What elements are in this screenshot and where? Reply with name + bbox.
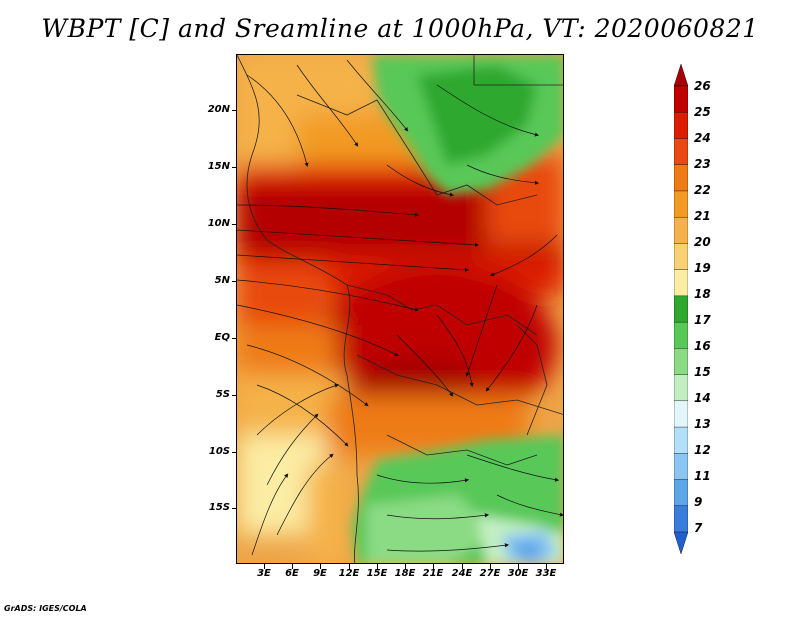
colorbar-label: 24 [694, 131, 711, 145]
colorbar-segment [673, 243, 689, 271]
streamlines [237, 59, 563, 556]
lat-label: 15S [208, 502, 230, 513]
colorbar-label: 25 [694, 105, 711, 119]
lon-label: 9E [313, 568, 327, 579]
lon-tick [518, 564, 519, 569]
lat-tick [232, 338, 237, 339]
lat-tick [232, 281, 237, 282]
colorbar-label: 18 [694, 287, 711, 301]
footer-credit: GrADS: IGES/COLA [4, 604, 87, 613]
lon-tick [264, 564, 265, 569]
colorbar-label: 15 [694, 365, 711, 379]
lat-label: 15N [207, 161, 230, 172]
colorbar-segment [673, 112, 689, 140]
colorbar-segment [673, 321, 689, 350]
colorbar-segment [673, 138, 689, 166]
lat-tick [232, 110, 237, 111]
colorbar-label: 21 [694, 209, 711, 223]
lon-label: 30E [507, 568, 529, 579]
colorbar-segment [673, 216, 689, 245]
colorbar-label: 16 [694, 339, 711, 353]
chart-title: WBPT [C] and Sreamline at 1000hPa, VT: 2… [41, 14, 759, 43]
lat-label: 5N [214, 275, 230, 286]
lon-tick [377, 564, 378, 569]
colorbar-segment [673, 453, 689, 481]
lat-tick [232, 395, 237, 396]
lon-tick [292, 564, 293, 569]
colorbar-label: 20 [694, 235, 711, 249]
colorbar-label: 23 [694, 157, 711, 171]
colorbar-label: 14 [694, 391, 711, 405]
colorbar-segment [673, 85, 689, 113]
colorbar-segment [673, 63, 689, 87]
wbpt-map [236, 54, 564, 564]
colorbar-label: 13 [694, 417, 711, 431]
lat-label: 5S [215, 389, 230, 400]
colorbar-label: 26 [694, 79, 711, 93]
lon-label: 3E [257, 568, 271, 579]
colorbar-label: 17 [694, 313, 711, 327]
lat-label: 20N [207, 104, 230, 115]
colorbar-label: 7 [694, 521, 703, 535]
colorbar-label: 22 [694, 183, 711, 197]
colorbar-label: 19 [694, 261, 711, 275]
colorbar-label: 11 [694, 469, 711, 483]
lon-tick [490, 564, 491, 569]
lon-label: 12E [338, 568, 360, 579]
colorbar [673, 63, 689, 555]
colorbar-segment [673, 400, 689, 428]
lon-label: 24E [451, 568, 473, 579]
lat-tick [232, 167, 237, 168]
temperature-field [237, 55, 563, 563]
coastlines-borders [237, 55, 563, 563]
lon-label: 33E [535, 568, 557, 579]
lon-tick [462, 564, 463, 569]
lat-label: 10N [207, 218, 230, 229]
lon-tick [433, 564, 434, 569]
lon-label: 18E [394, 568, 416, 579]
green-zones [352, 55, 563, 563]
lon-label: 6E [285, 568, 299, 579]
colorbar-svg [673, 63, 689, 555]
colorbar-segment [673, 348, 689, 376]
lon-label: 21E [422, 568, 444, 579]
lat-tick [232, 508, 237, 509]
lon-tick [546, 564, 547, 569]
colorbar-segment [673, 164, 689, 192]
lat-tick [232, 452, 237, 453]
lat-label: EQ [214, 332, 230, 343]
colorbar-segment [673, 479, 689, 507]
lon-tick [349, 564, 350, 569]
colorbar-segment [673, 374, 689, 402]
colorbar-segment [673, 295, 689, 323]
colorbar-segment [673, 426, 689, 454]
colorbar-segment [673, 190, 689, 218]
lon-label: 27E [479, 568, 501, 579]
colorbar-segment [673, 269, 689, 297]
colorbar-label: 9 [694, 495, 703, 509]
colorbar-label: 12 [694, 443, 711, 457]
lon-tick [320, 564, 321, 569]
lon-label: 15E [366, 568, 388, 579]
lat-label: 10S [208, 446, 230, 457]
colorbar-segment [673, 505, 689, 533]
lat-tick [232, 224, 237, 225]
colorbar-segment [673, 531, 689, 555]
lon-tick [405, 564, 406, 569]
